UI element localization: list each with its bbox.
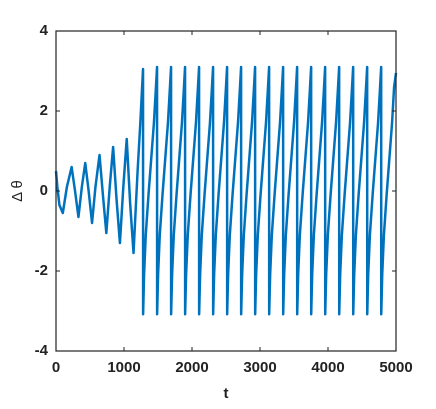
x-axis-label: t	[224, 385, 229, 402]
x-tick-label: 5000	[379, 359, 412, 376]
x-tick-label: 2000	[175, 359, 208, 376]
y-tick-label: -4	[35, 342, 49, 359]
x-tick-label: 0	[52, 359, 60, 376]
x-tick-label: 3000	[243, 359, 276, 376]
y-tick-label: 0	[40, 182, 48, 199]
x-tick-label: 1000	[107, 359, 140, 376]
y-tick-label: 4	[40, 22, 49, 39]
x-tick-label: 4000	[311, 359, 344, 376]
y-tick-label: 2	[40, 102, 48, 119]
data-line	[54, 65, 398, 316]
y-axis-label: Δ θ	[9, 180, 26, 202]
y-tick-label: -2	[35, 262, 48, 279]
